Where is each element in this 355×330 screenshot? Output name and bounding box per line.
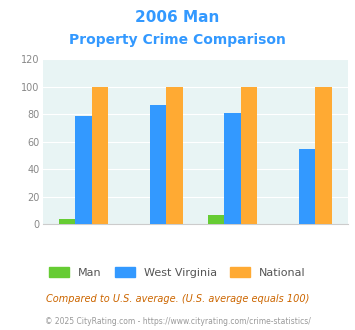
Text: 2006 Man: 2006 Man [135, 10, 220, 25]
Bar [315, 87, 332, 224]
Legend: Man, West Virginia, National: Man, West Virginia, National [45, 263, 310, 282]
Bar [299, 149, 315, 224]
Bar [92, 87, 108, 224]
Text: Compared to U.S. average. (U.S. average equals 100): Compared to U.S. average. (U.S. average … [46, 294, 309, 304]
Bar [150, 105, 166, 224]
Bar [208, 215, 224, 224]
Bar [166, 87, 182, 224]
Bar [224, 113, 241, 224]
Text: © 2025 CityRating.com - https://www.cityrating.com/crime-statistics/: © 2025 CityRating.com - https://www.city… [45, 317, 310, 326]
Bar [241, 87, 257, 224]
Bar [75, 116, 92, 224]
Bar [59, 219, 75, 224]
Text: Property Crime Comparison: Property Crime Comparison [69, 33, 286, 47]
